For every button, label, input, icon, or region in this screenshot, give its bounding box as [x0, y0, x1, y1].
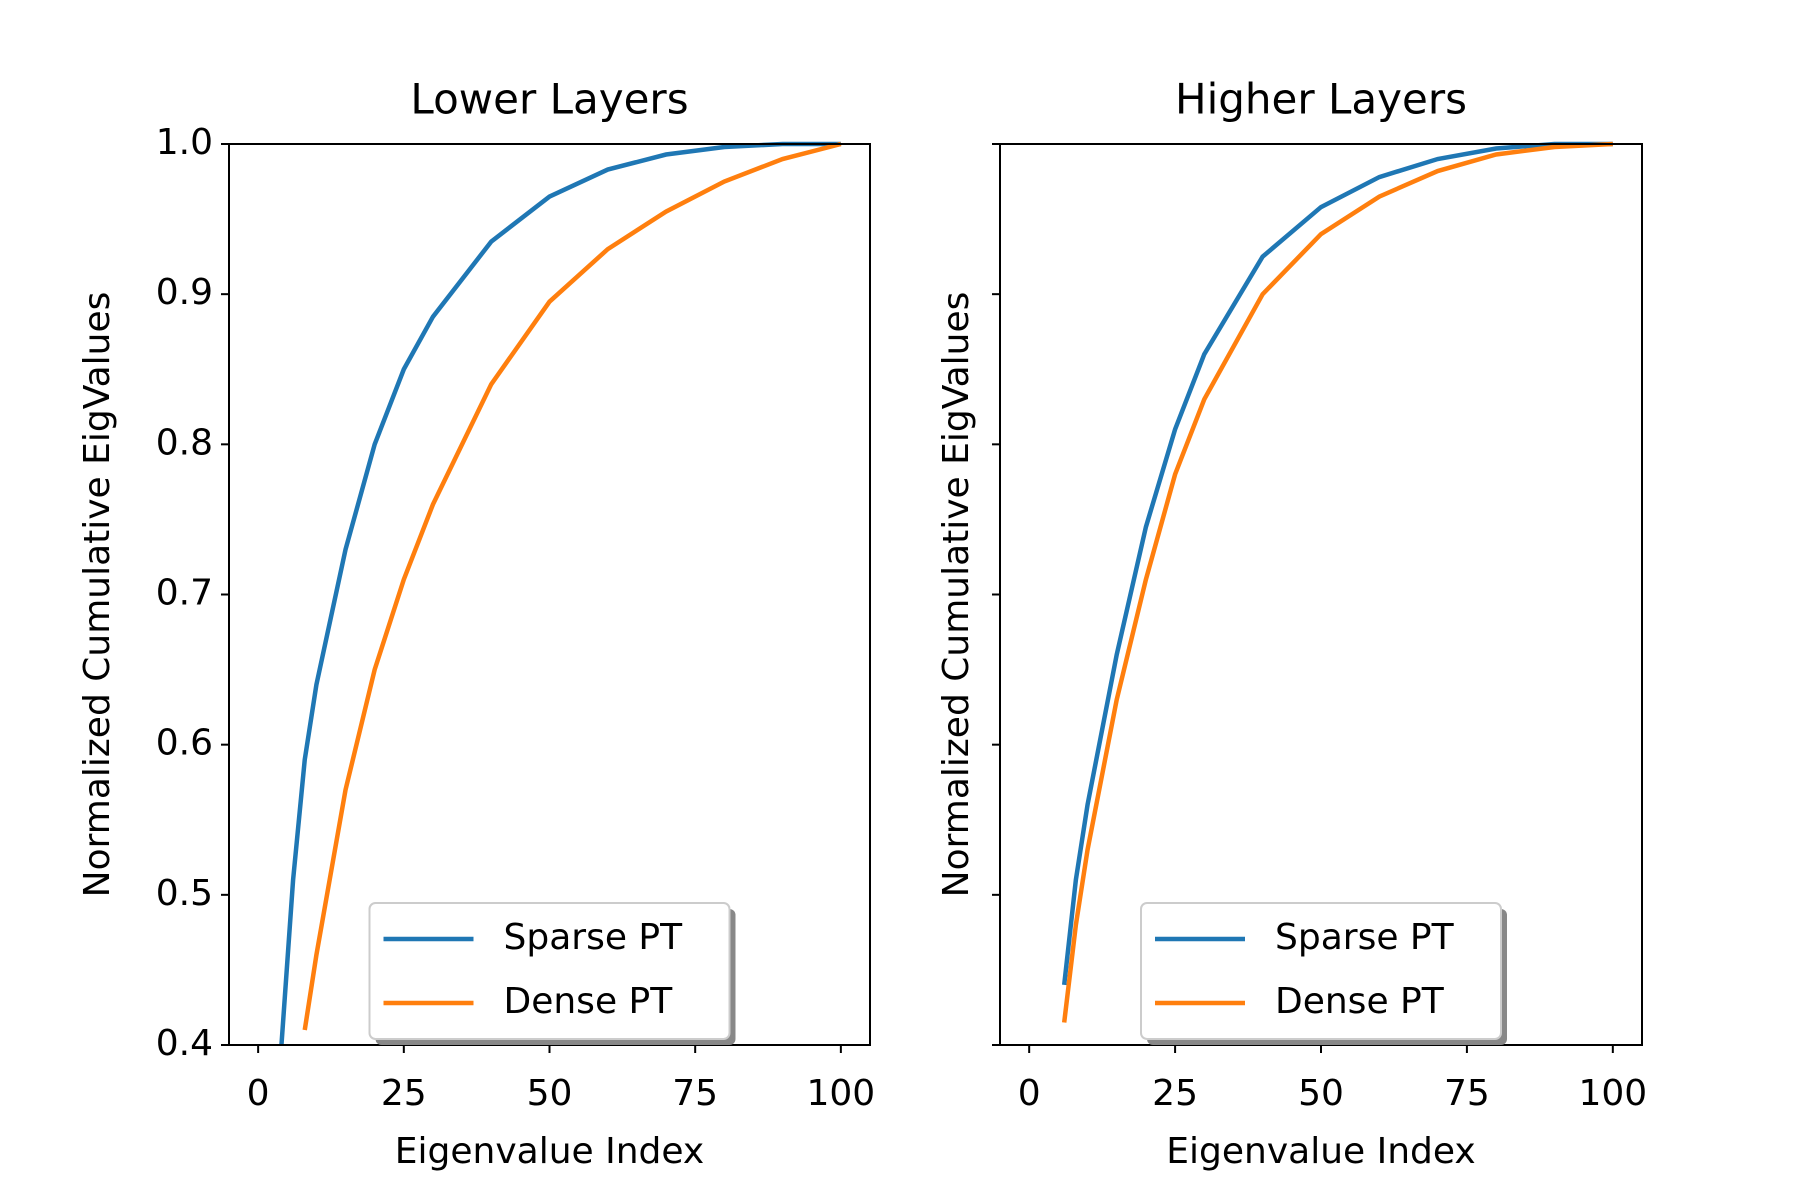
y-tick-label: 0.8: [156, 422, 213, 463]
series-line: [302, 141, 842, 1031]
x-tick-label: 75: [1444, 1073, 1490, 1114]
y-axis-label: Normalized Cumulative EigValues: [77, 292, 118, 898]
x-tick-label: 50: [527, 1073, 573, 1114]
chart: 0 25 50 75 100 Higher Layers Eigenvalue Index N…: [936, 75, 1647, 1173]
x-tick-label: 75: [672, 1073, 718, 1114]
x-tick-label: 25: [1152, 1073, 1198, 1114]
y-tick-label: 0.4: [156, 1023, 213, 1064]
y-tick-label: 0.5: [156, 873, 213, 914]
series-line: [1061, 141, 1613, 1023]
x-tick-label: 0: [1018, 1073, 1041, 1114]
legend-label: Sparse PT: [1275, 917, 1455, 958]
y-tick-label: 0.7: [156, 573, 213, 614]
y-tick-label: 0.6: [156, 723, 213, 764]
legend-label: Dense PT: [504, 981, 674, 1022]
x-axis-label: Eigenvalue Index: [1166, 1131, 1475, 1172]
x-tick-label: 50: [1298, 1073, 1344, 1114]
legend-label: Sparse PT: [504, 917, 684, 958]
x-tick-label: 100: [1578, 1073, 1647, 1114]
x-tick-label: 25: [381, 1073, 427, 1114]
series-line: [279, 141, 841, 1046]
y-tick-label: 1.0: [156, 122, 213, 163]
series-line: [1061, 141, 1613, 986]
y-tick-label: 0.9: [156, 272, 213, 313]
legend-label: Dense PT: [1275, 981, 1445, 1022]
chart-title: Lower Layers: [410, 75, 688, 124]
x-axis-label: Eigenvalue Index: [395, 1131, 704, 1172]
chart: 0 25 50 75 100 0.4 0.5 0.6 0.7 0.8 0.9 1.0 Lower Lay…: [77, 75, 875, 1173]
x-tick-label: 100: [807, 1073, 876, 1114]
y-axis-label: Normalized Cumulative EigValues: [936, 292, 977, 898]
chart-title: Higher Layers: [1175, 75, 1467, 124]
x-tick-label: 0: [247, 1073, 270, 1114]
